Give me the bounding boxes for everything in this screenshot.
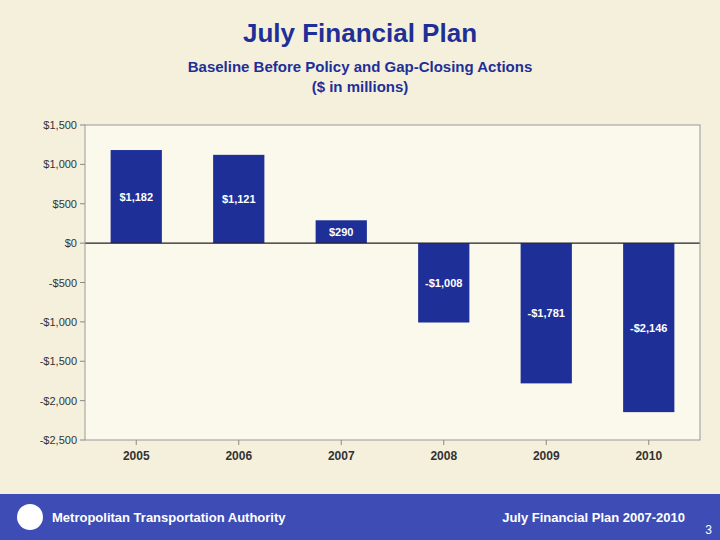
x-tick bbox=[341, 440, 342, 445]
y-tick-label: $1,500 bbox=[43, 119, 77, 131]
y-tick-label: -$500 bbox=[49, 277, 77, 289]
y-tick-label: -$1,000 bbox=[40, 316, 77, 328]
x-tick bbox=[648, 440, 649, 445]
x-tick bbox=[546, 440, 547, 445]
footer-right: July Financial Plan 2007-2010 bbox=[502, 510, 685, 525]
data-label: -$1,781 bbox=[528, 307, 565, 319]
zero-line bbox=[85, 243, 700, 244]
subtitle-line: Baseline Before Policy and Gap-Closing A… bbox=[188, 58, 533, 75]
x-tick bbox=[136, 440, 137, 445]
plot-frame bbox=[85, 125, 700, 440]
y-tick-label: $1,000 bbox=[43, 158, 77, 170]
page-number: 3 bbox=[705, 523, 712, 537]
bar bbox=[521, 243, 572, 383]
y-tick-label: -$1,500 bbox=[40, 355, 77, 367]
data-label: $1,121 bbox=[222, 193, 256, 205]
x-tick-label: 2007 bbox=[328, 449, 355, 463]
data-label: $290 bbox=[329, 226, 353, 238]
y-tick-label: -$2,500 bbox=[40, 434, 77, 446]
data-label: -$1,008 bbox=[425, 277, 462, 289]
background bbox=[0, 0, 720, 540]
y-tick bbox=[80, 361, 85, 362]
y-tick-label: $500 bbox=[53, 198, 77, 210]
x-tick-label: 2009 bbox=[533, 449, 560, 463]
bar bbox=[623, 243, 674, 412]
subtitle-line: ($ in millions) bbox=[312, 78, 409, 95]
y-tick-label: $0 bbox=[65, 237, 77, 249]
y-tick-label: -$2,000 bbox=[40, 395, 77, 407]
bar bbox=[213, 155, 264, 243]
title: July Financial Plan bbox=[243, 18, 477, 48]
plot-area bbox=[85, 125, 700, 440]
y-tick bbox=[80, 125, 85, 126]
footer-left: Metropolitan Transportation Authority bbox=[52, 510, 286, 525]
y-tick bbox=[80, 282, 85, 283]
x-tick-label: 2010 bbox=[635, 449, 662, 463]
x-tick-label: 2008 bbox=[430, 449, 457, 463]
data-label: $1,182 bbox=[119, 191, 153, 203]
y-tick bbox=[80, 321, 85, 322]
chart-container: July Financial Plan Baseline Before Polic… bbox=[0, 0, 720, 540]
subtitle: Baseline Before Policy and Gap-Closing A… bbox=[188, 58, 533, 95]
y-tick bbox=[80, 440, 85, 441]
chart-svg: July Financial Plan Baseline Before Polic… bbox=[0, 0, 720, 540]
footer-logo bbox=[17, 504, 43, 530]
x-tick-label: 2006 bbox=[225, 449, 252, 463]
y-tick bbox=[80, 164, 85, 165]
y-tick bbox=[80, 203, 85, 204]
x-tick-label: 2005 bbox=[123, 449, 150, 463]
page: {"chart_data": {"type": "bar", "title": … bbox=[0, 0, 720, 540]
y-tick bbox=[80, 400, 85, 401]
footer bbox=[0, 494, 720, 540]
bar bbox=[418, 243, 469, 322]
x-tick bbox=[443, 440, 444, 445]
bar bbox=[316, 220, 367, 243]
bars bbox=[111, 150, 675, 412]
data-label: -$2,146 bbox=[630, 322, 667, 334]
bar bbox=[111, 150, 162, 243]
x-tick bbox=[238, 440, 239, 445]
y-tick bbox=[80, 243, 85, 244]
